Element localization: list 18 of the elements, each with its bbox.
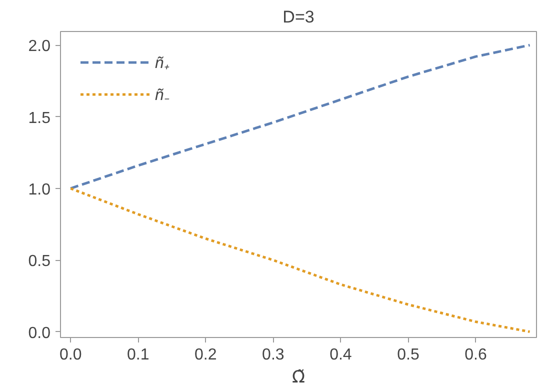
line-series <box>69 187 531 334</box>
x-axis-title: Ω̃ <box>292 368 306 388</box>
line-series <box>69 44 531 190</box>
x-tick-label: 0.3 <box>262 346 284 364</box>
y-tick-label: 1.5 <box>28 110 51 127</box>
x-tick-label: 0.1 <box>127 346 150 364</box>
x-tick-label: 0.0 <box>60 346 82 364</box>
x-tick-label: 0.2 <box>194 346 217 364</box>
y-tick-label: 0.0 <box>28 324 51 342</box>
legend-label: ñ₊ <box>155 54 170 73</box>
chart-title: D=3 <box>282 8 314 26</box>
x-tick-label: 0.6 <box>464 346 487 364</box>
y-tick-label: 1.0 <box>28 181 51 198</box>
y-tick-label: 0.5 <box>28 253 51 270</box>
x-tick-label: 0.5 <box>397 346 420 364</box>
legend-label: ñ₋ <box>155 86 170 105</box>
x-tick-label: 0.4 <box>330 346 352 364</box>
y-tick-label: 2.0 <box>28 38 51 56</box>
